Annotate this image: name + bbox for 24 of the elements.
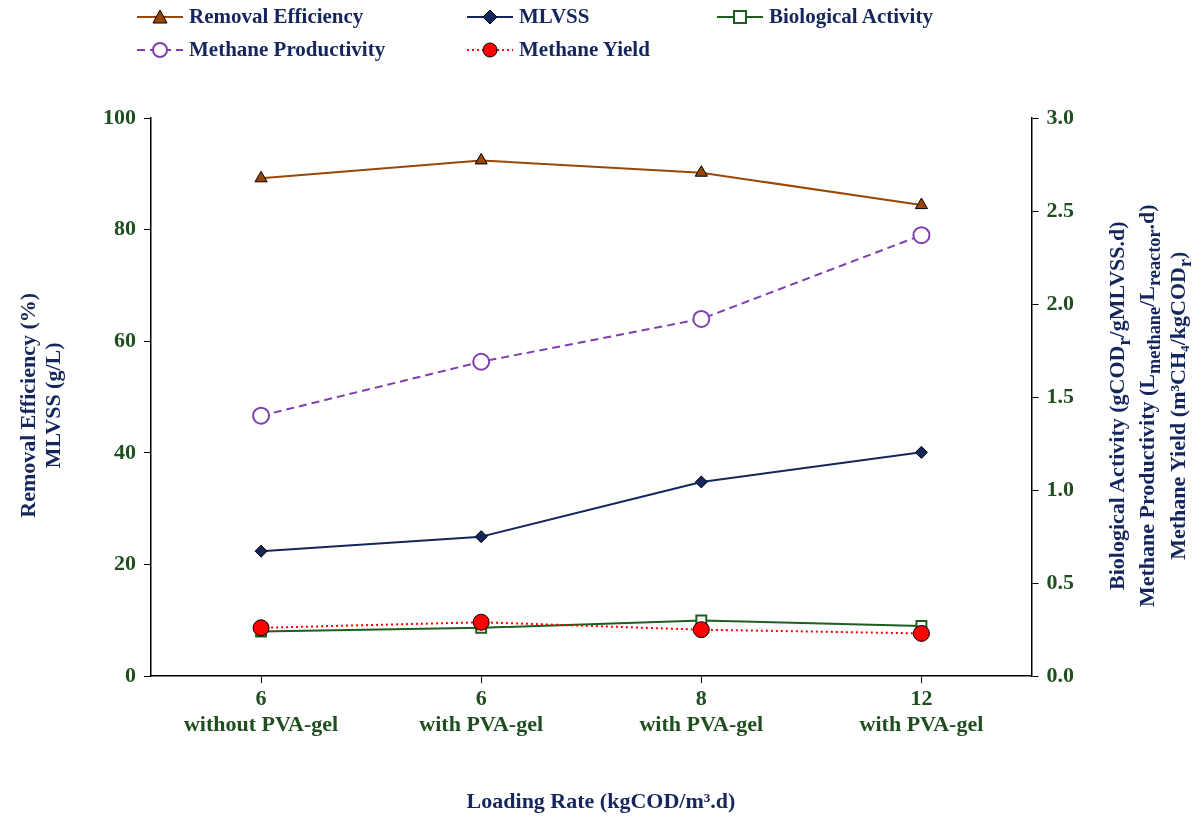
y2-tick-label: 2.0 [1046, 289, 1074, 315]
y-tick-label: 40 [114, 438, 136, 464]
legend-label: Removal Efficiency [189, 4, 364, 29]
y2-tick-label: 0.5 [1046, 568, 1074, 594]
x-tick-label: 6 without PVA-gel [183, 685, 339, 737]
y2-tick-label: 2.5 [1046, 196, 1074, 222]
x-tick-label: 6 with PVA-gel [419, 685, 544, 737]
y-tick-label: 20 [114, 550, 136, 576]
y2-tick-label: 0.0 [1046, 661, 1074, 687]
y2-tick-label: 3.0 [1046, 103, 1074, 129]
y-tick-label: 0 [125, 661, 136, 687]
x-tick-label: 8 with PVA-gel [639, 685, 764, 737]
y2-tick-label: 1.0 [1046, 475, 1074, 501]
y-tick-label: 100 [103, 103, 136, 129]
x-tick-label: 12 with PVA-gel [859, 685, 984, 737]
y2-tick-label: 1.5 [1046, 382, 1074, 408]
y-tick-label: 60 [114, 326, 136, 352]
legend-label: Biological Activity [769, 4, 933, 29]
y-axis-title: Removal Efficiency (%) MLVSS (g/L) [14, 291, 66, 520]
y-tick-label: 80 [114, 215, 136, 241]
legend-label: MLVSS [519, 4, 590, 29]
legend-label: Methane Productivity [189, 37, 386, 62]
legend-label: Methane Yield [519, 37, 650, 62]
x-axis-title: Loading Rate (kgCOD/m³.d) [465, 788, 737, 814]
